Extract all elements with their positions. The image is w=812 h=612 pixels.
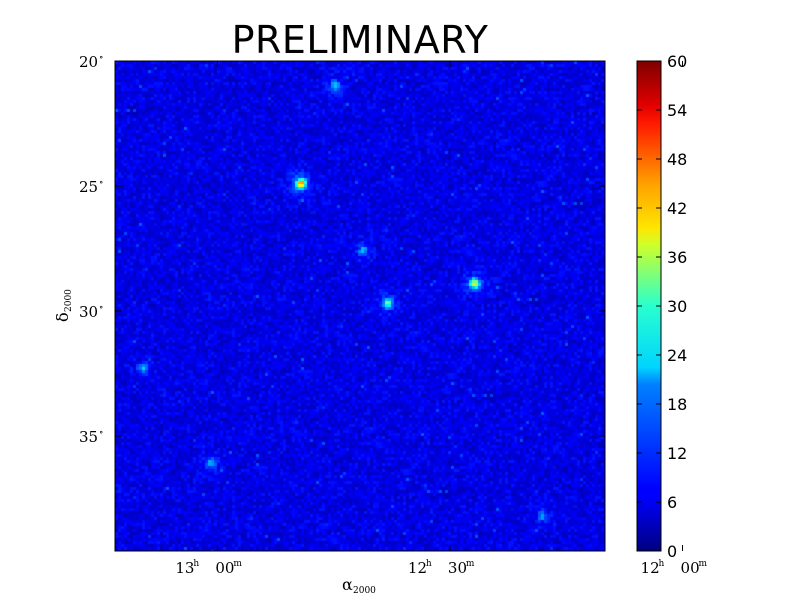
- x-tick-label: 13h 00m: [175, 559, 242, 577]
- x-tick-hours: 12: [641, 559, 660, 577]
- plot-frame: [114, 60, 606, 552]
- y-axis-label-subscript: 2000: [64, 289, 74, 312]
- y-tick-label: 25: [79, 178, 98, 196]
- y-tick-degree: ∘: [99, 178, 103, 188]
- x-tick-label: 12h 00m: [641, 559, 708, 577]
- x-tick-hours: 13: [175, 559, 194, 577]
- colorbar-tick-label: 60: [667, 52, 687, 71]
- x-tick-minutes: 30: [448, 559, 467, 577]
- x-tick-minutes: 00: [215, 559, 234, 577]
- x-axis-label-symbol: α: [342, 575, 353, 594]
- y-axis-label-symbol: δ: [53, 312, 72, 322]
- chart-title: PRELIMINARY: [231, 18, 489, 62]
- colorbar-tick-label: 42: [667, 199, 687, 218]
- y-tick-label: 20: [79, 53, 98, 71]
- x-tick-hours: 12: [408, 559, 427, 577]
- y-tick-degree: ∘: [99, 53, 103, 63]
- y-tick-label: 30: [79, 303, 98, 321]
- colorbar-tick-label: 18: [667, 395, 687, 414]
- colorbar-tick-label: 36: [667, 248, 687, 267]
- colorbar-tick-label: 48: [667, 150, 687, 169]
- x-tick-minute-unit: m: [699, 559, 708, 569]
- x-tick-hour-unit: h: [659, 559, 665, 569]
- x-tick-hour-unit: h: [193, 559, 199, 569]
- colorbar-tick-label: 30: [667, 297, 687, 316]
- x-axis-label-subscript: 2000: [353, 586, 376, 596]
- y-axis: 20 ∘25 ∘30 ∘35 ∘: [79, 53, 605, 446]
- colorbar-tick-label: 12: [667, 444, 687, 463]
- x-axis-label: α 2000: [342, 575, 376, 596]
- y-tick-degree: ∘: [99, 428, 103, 438]
- x-tick-minute-unit: m: [233, 559, 242, 569]
- heatmap-plot: [114, 60, 606, 552]
- colorbar-tick-label: 54: [667, 101, 687, 120]
- x-axis: 13h00m12h30m12h00m11h30m: [175, 61, 708, 577]
- y-axis-label: δ 2000: [53, 289, 74, 322]
- x-tick-label: 12h 30m: [408, 559, 475, 577]
- x-tick-hour-unit: h: [426, 559, 432, 569]
- y-tick-label: 35: [79, 428, 98, 446]
- x-tick-minute-unit: m: [466, 559, 475, 569]
- x-tick-minutes: 00: [681, 559, 700, 577]
- y-tick-degree: ∘: [99, 303, 103, 313]
- colorbar-tick-label: 24: [667, 346, 687, 365]
- colorbar-tick-label: 0: [667, 542, 677, 561]
- colorbar-tick-label: 6: [667, 493, 677, 512]
